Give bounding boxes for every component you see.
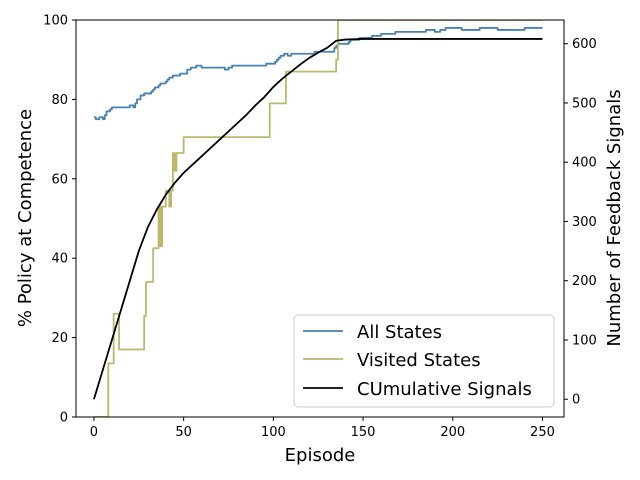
y-right-tick-label: 500 xyxy=(572,96,597,111)
y-right-tick-label: 300 xyxy=(572,215,597,230)
legend-label-cumulative-signals: CUmulative Signals xyxy=(357,379,532,400)
legend-label-visited-states: Visited States xyxy=(357,350,481,371)
x-tick-label: 100 xyxy=(261,425,286,440)
y-right-tick-label: 400 xyxy=(572,156,597,171)
y-left-tick-label: 60 xyxy=(51,172,68,187)
y-axis-left-label: % Policy at Competence xyxy=(15,109,36,327)
series-line-cumulative-signals xyxy=(93,38,543,400)
y-right-tick-label: 100 xyxy=(572,333,597,348)
x-axis-label: Episode xyxy=(285,445,356,466)
y-right-tick-label: 0 xyxy=(572,393,580,408)
legend-label-all-states: All States xyxy=(357,322,442,343)
y-right-tick-label: 600 xyxy=(572,37,597,52)
y-right-tick-label: 200 xyxy=(572,274,597,289)
series-layer xyxy=(93,20,543,417)
plot-frame xyxy=(75,19,565,418)
series-line-all-states xyxy=(93,27,543,121)
legend-box xyxy=(293,314,555,408)
x-tick-label: 150 xyxy=(351,425,376,440)
legend: All States Visited States CUmulative Sig… xyxy=(293,314,555,408)
x-tick-label: 200 xyxy=(440,425,465,440)
y-left-tick-label: 40 xyxy=(51,252,68,267)
y-left-tick-label: 0 xyxy=(60,411,68,426)
series-line-visited-states xyxy=(93,20,543,417)
y-axis-right-label: Number of Feedback Signals xyxy=(604,89,625,346)
y-left-tick-label: 100 xyxy=(43,14,68,29)
y-left-tick-label: 80 xyxy=(51,93,68,108)
x-tick-label: 50 xyxy=(175,425,192,440)
ticks-layer: 0 50 100 150 200 250 0 20 40 60 80 100 0 100 200 300 400… xyxy=(43,14,597,441)
x-tick-label: 0 xyxy=(90,425,98,440)
y-left-tick-label: 20 xyxy=(51,331,68,346)
x-tick-label: 250 xyxy=(530,425,555,440)
